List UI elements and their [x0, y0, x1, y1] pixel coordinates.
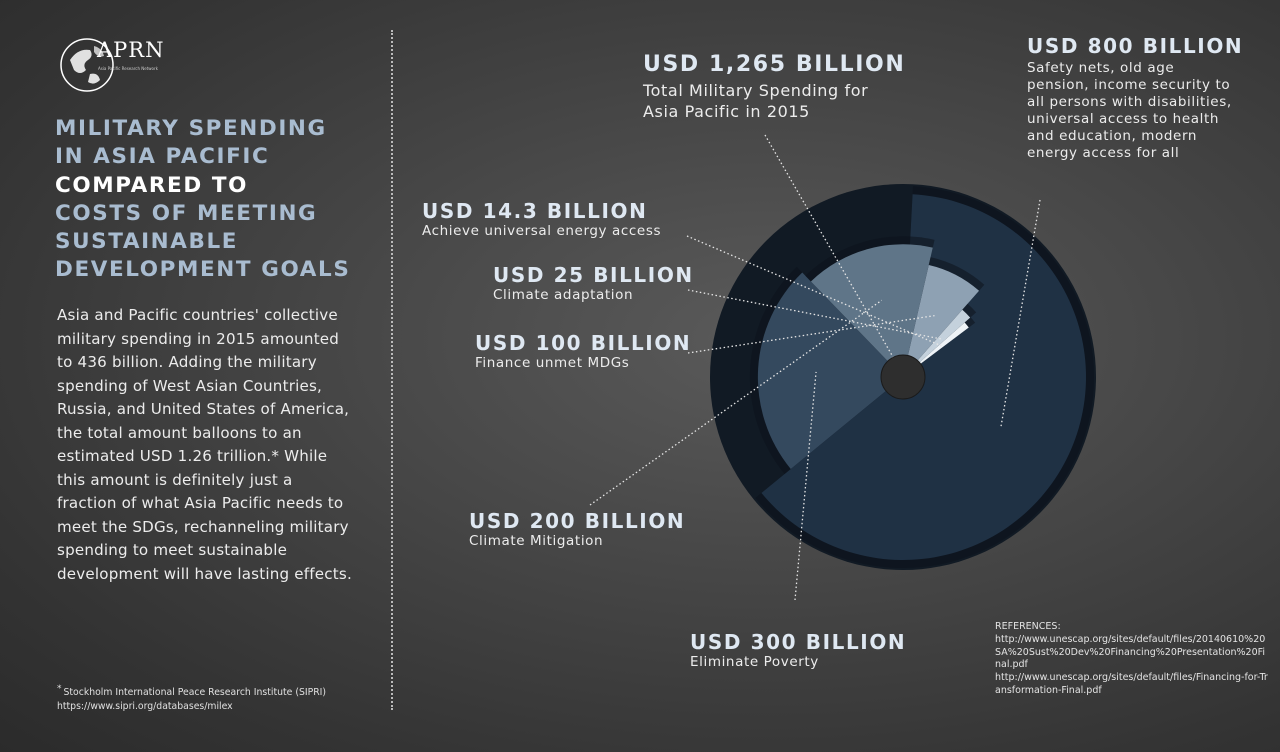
reference-link[interactable]: http://www.unescap.org/sites/default/fil… — [995, 633, 1266, 671]
logo-subtitle: Asia Pacific Research Network — [98, 66, 158, 71]
reference-link[interactable]: http://www.unescap.org/sites/default/fil… — [995, 672, 1268, 696]
logo-name: APRN — [97, 38, 165, 62]
pie-slice — [903, 264, 980, 377]
connector-line — [687, 289, 942, 340]
intro-paragraph: Asia and Pacific countries' collective m… — [57, 306, 352, 583]
title-line: DEVELOPMENT GOALS — [55, 257, 351, 283]
page-title: MILITARY SPENDING IN ASIA PACIFIC COMPAR… — [55, 115, 375, 285]
slice-description: Finance unmet MDGs — [475, 355, 630, 371]
slice-amount: USD 300 BILLION — [690, 630, 907, 654]
total-label: USD 1,265 BILLION Total Military Spendin… — [643, 52, 905, 122]
total-amount: USD 1,265 BILLION — [643, 52, 906, 77]
title-line: COSTS OF MEETING — [55, 200, 318, 226]
slice-amount: USD 800 BILLION — [1027, 34, 1244, 58]
slice-description: Climate adaptation — [493, 287, 634, 303]
title-line: SUSTAINABLE — [55, 229, 239, 255]
title-line: MILITARY SPENDING — [55, 116, 327, 141]
connector-line — [589, 299, 883, 506]
total-description: Total Military Spending for Asia Pacific… — [643, 81, 869, 121]
slice-amount: USD 14.3 BILLION — [422, 199, 648, 223]
connector-line-total — [764, 134, 894, 358]
footnote-text: Stockholm International Peace Research I… — [57, 687, 327, 712]
slice-description: Eliminate Poverty — [690, 654, 819, 670]
slice-label-200: USD 200 BILLION Climate Mitigation — [469, 509, 685, 550]
slice-amount: USD 200 BILLION — [469, 509, 686, 533]
references-heading: REFERENCES: — [995, 621, 1061, 632]
slice-amount: USD 25 BILLION — [493, 263, 694, 287]
pie-slice — [757, 272, 903, 469]
title-line: IN ASIA PACIFIC — [55, 144, 270, 170]
slice-label-300: USD 300 BILLION Eliminate Poverty — [690, 630, 906, 671]
slice-label-800: USD 800 BILLION Safety nets, old age pen… — [1027, 34, 1243, 162]
pie-slice — [903, 309, 971, 377]
chart-hub — [880, 354, 926, 400]
slice-description: Safety nets, old age pension, income sec… — [1027, 60, 1232, 161]
footnote: * Stockholm International Peace Research … — [57, 683, 357, 713]
pie-slice — [810, 244, 933, 377]
connector-line — [687, 314, 935, 354]
slice-label-25: USD 25 BILLION Climate adaptation — [493, 263, 694, 304]
slice-label-100: USD 100 BILLION Finance unmet MDGs — [475, 331, 691, 372]
footnote-marker: * — [57, 684, 62, 694]
globe-logo-icon — [60, 38, 114, 92]
dotted-divider — [391, 30, 393, 710]
slice-label-14: USD 14.3 BILLION Achieve universal energ… — [422, 199, 661, 240]
slice-amount: USD 100 BILLION — [475, 331, 692, 355]
references: REFERENCES: http://www.unescap.org/sites… — [995, 621, 1270, 698]
slice-description: Climate Mitigation — [469, 533, 604, 549]
title-line-highlight: COMPARED TO — [55, 172, 248, 198]
slice-description: Achieve universal energy access — [422, 223, 662, 239]
